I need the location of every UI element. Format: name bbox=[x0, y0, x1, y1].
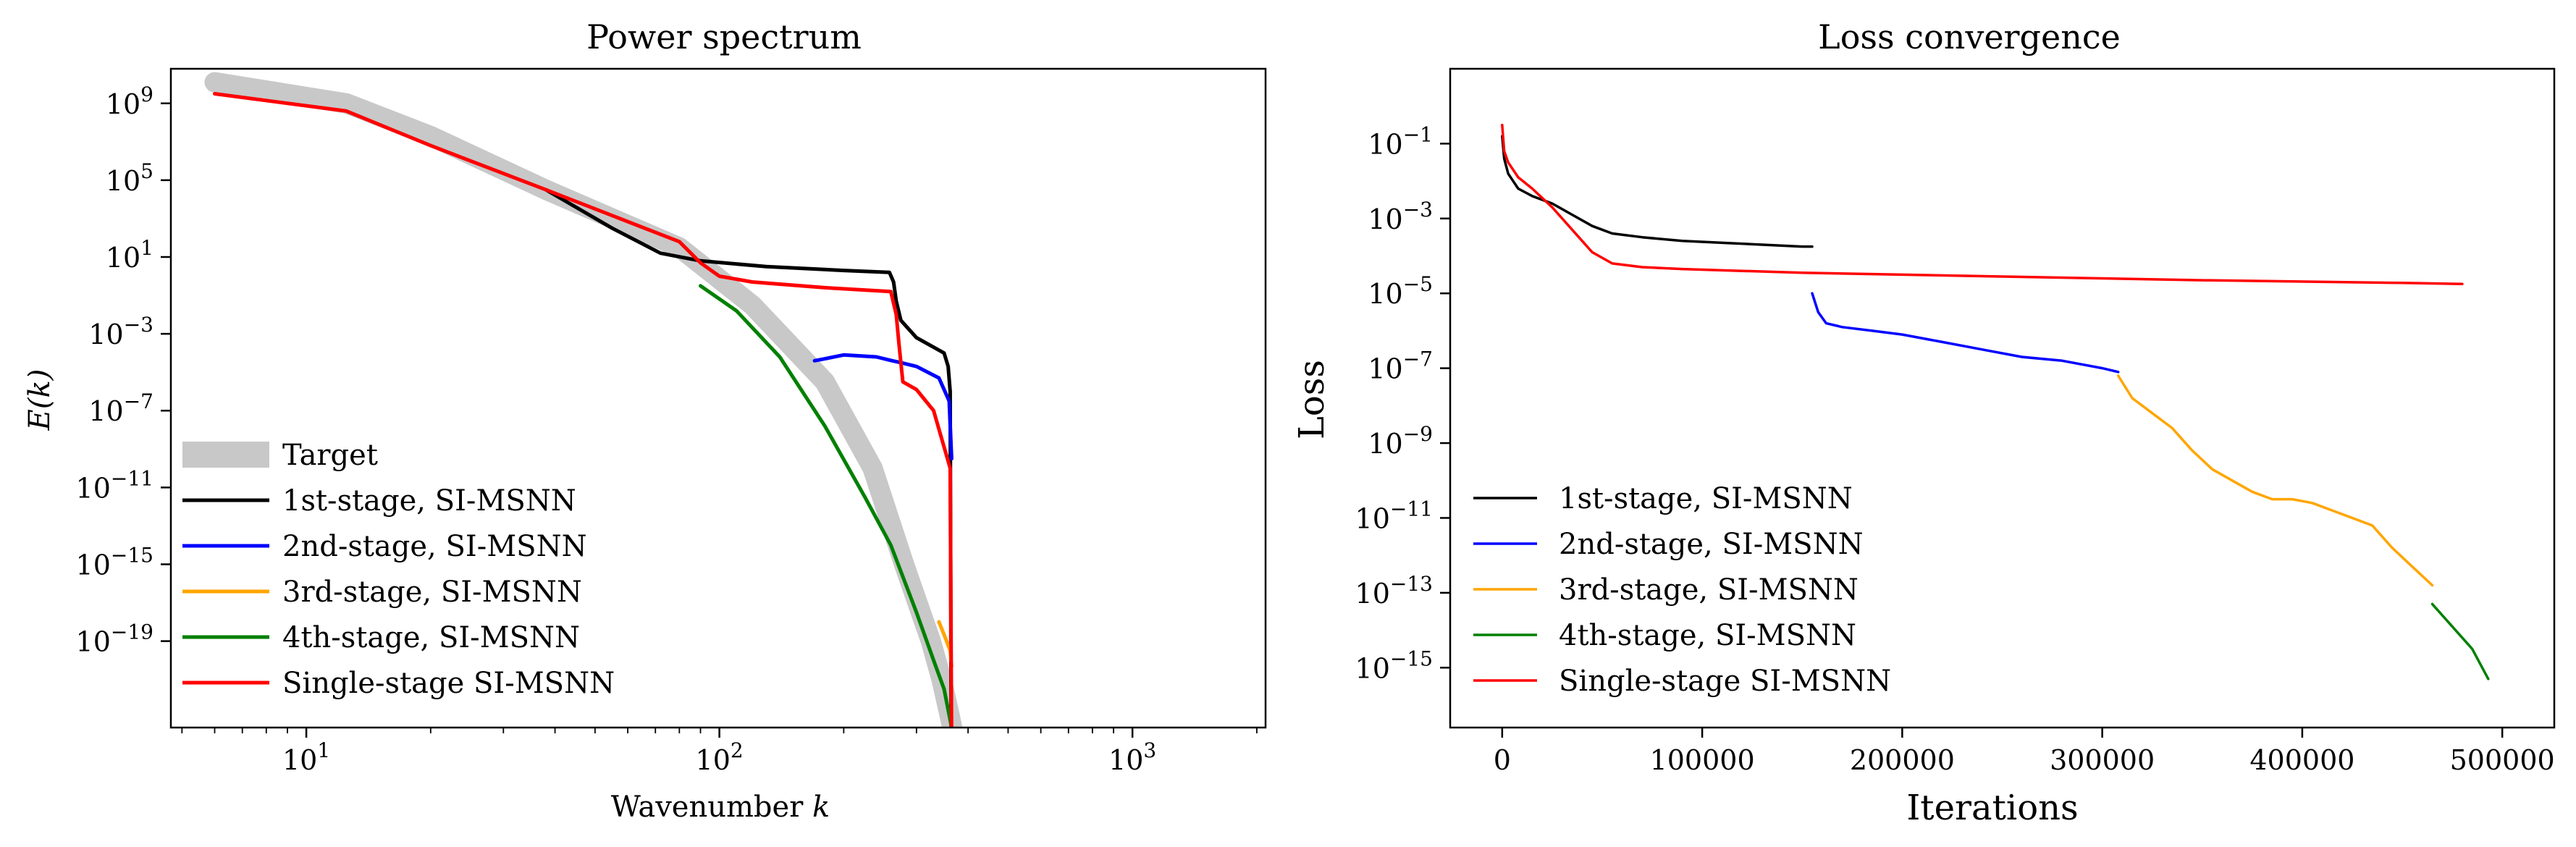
y-tick-label: 10−19 bbox=[76, 620, 153, 658]
series-line-4th-stage-si-msnn bbox=[2430, 602, 2490, 680]
x-tick-label: 100000 bbox=[1650, 744, 1755, 776]
loss-convergence-chart: Loss convergence 0 100000 200000 300000 4000… bbox=[1292, 17, 2556, 828]
tick-base: 10 bbox=[1368, 128, 1402, 160]
legend-label: 3rd-stage, SI-MSNN bbox=[282, 576, 582, 609]
legend-label: 2nd-stage, SI-MSNN bbox=[282, 530, 587, 563]
x-tick-label: 500000 bbox=[2450, 744, 2555, 776]
series-line-2nd-stage-si-msnn bbox=[812, 353, 954, 461]
series-line-3rd-stage-si-msnn bbox=[2116, 374, 2434, 587]
tick-base: 10 bbox=[1368, 278, 1402, 310]
legend-label: 1st-stage, SI-MSNN bbox=[1559, 482, 1853, 515]
plot-area bbox=[1449, 67, 2556, 729]
tick-exponent: 1 bbox=[140, 236, 153, 260]
y-tick-label: 10−11 bbox=[1355, 497, 1433, 534]
tick-base: 10 bbox=[696, 744, 731, 776]
tick-base: 10 bbox=[1368, 203, 1402, 235]
tick-base: 10 bbox=[1355, 652, 1390, 684]
tick-base: 10 bbox=[282, 744, 317, 776]
tick-base: 10 bbox=[76, 549, 111, 581]
y-axis-label: E(k) bbox=[23, 369, 56, 431]
legend-label: 4th-stage, SI-MSNN bbox=[282, 621, 580, 654]
tick-base: 10 bbox=[106, 88, 140, 120]
tick-exponent: 9 bbox=[140, 83, 153, 106]
legend-label: Single-stage SI-MSNN bbox=[282, 667, 615, 700]
y-tick-label: 10−7 bbox=[1368, 347, 1433, 385]
tick-exponent: −9 bbox=[1403, 422, 1433, 446]
tick-exponent: −11 bbox=[1390, 497, 1433, 521]
x-axis-label: Iterations bbox=[1906, 788, 2078, 828]
tick-exponent: −13 bbox=[1390, 572, 1433, 596]
x-tick-label: 300000 bbox=[2050, 744, 2155, 776]
legend-label: Target bbox=[282, 439, 378, 472]
x-axis-label-var: k bbox=[812, 791, 830, 824]
y-tick-label: 10−3 bbox=[1368, 198, 1433, 235]
x-axis-label-text: Wavenumber bbox=[611, 791, 812, 824]
tick-exponent: −3 bbox=[124, 313, 153, 337]
legend-label: Single-stage SI-MSNN bbox=[1559, 665, 1891, 698]
legend-label: 2nd-stage, SI-MSNN bbox=[1559, 528, 1864, 561]
x-tick-label: 101 bbox=[282, 738, 330, 776]
series-line-1st-stage-si-msnn bbox=[544, 187, 954, 728]
y-tick-label: 10−7 bbox=[88, 389, 153, 427]
series-line-single-stage-si-msnn bbox=[213, 92, 954, 728]
tick-base: 10 bbox=[1355, 578, 1390, 610]
y-tick-label: 10−1 bbox=[1368, 122, 1433, 160]
tick-base: 10 bbox=[1368, 353, 1402, 385]
tick-base: 10 bbox=[1108, 744, 1143, 776]
x-tick-label: 400000 bbox=[2249, 744, 2354, 776]
y-tick-label: 10−11 bbox=[76, 466, 153, 504]
tick-exponent: 3 bbox=[1143, 738, 1156, 762]
tick-base: 10 bbox=[88, 395, 123, 427]
tick-exponent: −1 bbox=[1403, 122, 1433, 146]
tick-exponent: −15 bbox=[111, 543, 153, 567]
tick-exponent: −7 bbox=[1403, 347, 1433, 371]
x-axis-label: Wavenumber k bbox=[611, 791, 830, 824]
tick-exponent: −11 bbox=[111, 466, 153, 490]
tick-exponent: 2 bbox=[731, 738, 744, 762]
tick-exponent: −19 bbox=[111, 620, 153, 644]
y-tick-label: 10−3 bbox=[88, 313, 153, 350]
x-tick-label: 200000 bbox=[1850, 744, 1955, 776]
y-tick-label: 10−15 bbox=[1355, 646, 1433, 684]
legend-label: 1st-stage, SI-MSNN bbox=[282, 484, 576, 518]
plot-area bbox=[169, 67, 1267, 729]
series-line-single-stage-si-msnn bbox=[1501, 123, 2464, 286]
series-line-4th-stage-si-msnn bbox=[699, 284, 954, 728]
x-tick-label: 0 bbox=[1494, 744, 1511, 776]
chart-title: Loss convergence bbox=[1818, 17, 2121, 56]
y-axis-label: Loss bbox=[1292, 360, 1332, 439]
y-tick-label: 101 bbox=[106, 236, 153, 274]
y-tick-label: 10−5 bbox=[1368, 272, 1433, 310]
tick-exponent: 1 bbox=[317, 738, 330, 762]
series-line-1st-stage-si-msnn bbox=[1501, 135, 1814, 248]
y-tick-label: 105 bbox=[106, 159, 153, 197]
tick-exponent: 5 bbox=[140, 159, 153, 183]
legend-label: 4th-stage, SI-MSNN bbox=[1559, 619, 1856, 652]
y-tick-label: 10−15 bbox=[76, 543, 153, 581]
series-line-2nd-stage-si-msnn bbox=[1811, 292, 2120, 374]
tick-exponent: −5 bbox=[1403, 272, 1433, 296]
power-spectrum-chart: Power spectrum 101 102 10310910510110−310−… bbox=[23, 17, 1267, 824]
tick-base: 10 bbox=[106, 242, 140, 274]
tick-base: 10 bbox=[1368, 428, 1402, 460]
tick-base: 10 bbox=[76, 626, 111, 658]
tick-base: 10 bbox=[106, 165, 140, 197]
y-tick-label: 10−13 bbox=[1355, 572, 1433, 610]
y-tick-label: 109 bbox=[106, 83, 153, 120]
x-tick-label: 102 bbox=[696, 738, 744, 776]
x-tick-label: 103 bbox=[1108, 738, 1156, 776]
y-tick-label: 10−9 bbox=[1368, 422, 1433, 460]
tick-exponent: −15 bbox=[1390, 646, 1433, 670]
chart-title: Power spectrum bbox=[586, 17, 862, 56]
tick-exponent: −3 bbox=[1403, 198, 1433, 222]
tick-base: 10 bbox=[76, 472, 111, 504]
tick-base: 10 bbox=[88, 319, 123, 350]
tick-exponent: −7 bbox=[124, 389, 153, 413]
legend-label: 3rd-stage, SI-MSNN bbox=[1559, 573, 1859, 607]
tick-base: 10 bbox=[1355, 502, 1390, 534]
